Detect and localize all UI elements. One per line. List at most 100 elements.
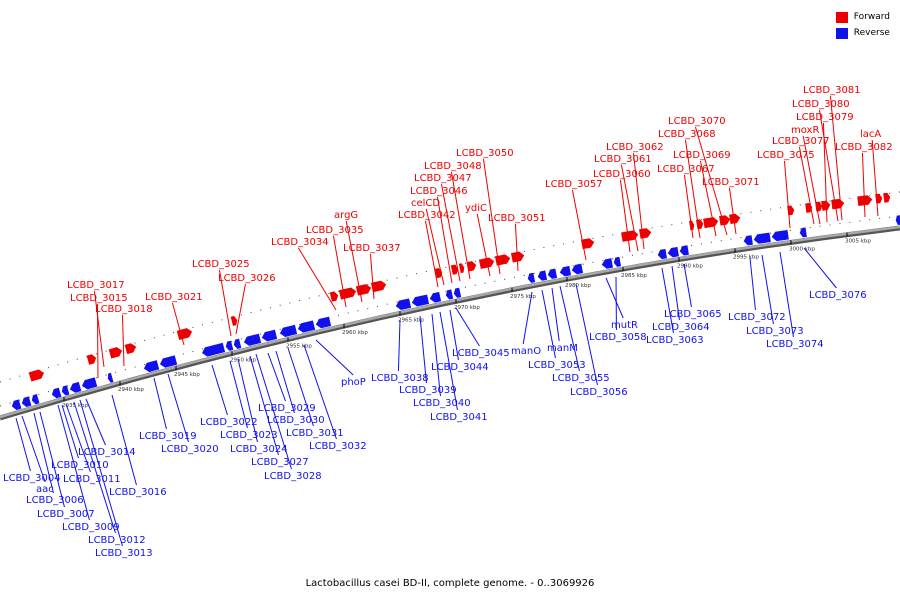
forward-gene-label[interactable]: LCBD_3034 (271, 237, 329, 248)
forward-gene-arrow[interactable] (478, 257, 495, 269)
reverse-gene-arrow[interactable] (537, 270, 548, 281)
reverse-gene-arrow[interactable] (61, 385, 70, 396)
forward-gene-label[interactable]: LCBD_3017 (67, 280, 125, 291)
forward-gene-label[interactable]: moxR (791, 125, 819, 136)
forward-gene-label[interactable]: LCBD_3079 (796, 112, 854, 123)
forward-gene-label[interactable]: LCBD_3035 (306, 225, 364, 236)
forward-gene-label[interactable]: LCBD_3057 (545, 179, 603, 190)
reverse-gene-arrow[interactable] (771, 229, 789, 242)
forward-gene-arrow[interactable] (494, 254, 511, 266)
reverse-gene-label[interactable]: LCBD_3076 (809, 290, 867, 301)
forward-gene-label[interactable]: LCBD_3037 (343, 243, 401, 254)
reverse-gene-arrow[interactable] (51, 387, 62, 399)
forward-gene-label[interactable]: LCBD_3081 (803, 85, 861, 96)
reverse-gene-arrow[interactable] (11, 399, 22, 411)
reverse-gene-arrow[interactable] (107, 372, 114, 383)
reverse-gene-arrow[interactable] (753, 232, 771, 244)
forward-gene-label[interactable]: LCBD_3077 (772, 136, 830, 147)
reverse-gene-label[interactable]: LCBD_3011 (63, 474, 121, 485)
reverse-gene-arrow[interactable] (31, 394, 40, 405)
forward-gene-label[interactable]: LCBD_3050 (456, 148, 514, 159)
forward-gene-arrow[interactable] (831, 198, 845, 210)
reverse-gene-label[interactable]: LCBD_3022 (200, 417, 258, 428)
reverse-gene-arrow[interactable] (233, 338, 242, 349)
forward-gene-arrow[interactable] (329, 291, 339, 302)
reverse-gene-label[interactable]: LCBD_3012 (88, 535, 146, 546)
reverse-gene-arrow[interactable] (279, 324, 298, 338)
reverse-gene-label[interactable]: LCBD_3064 (652, 322, 710, 333)
forward-gene-arrow[interactable] (510, 251, 525, 263)
reverse-gene-label[interactable]: LCBD_3040 (413, 398, 471, 409)
forward-gene-arrow[interactable] (230, 315, 238, 326)
reverse-gene-arrow[interactable] (657, 248, 667, 260)
forward-gene-arrow[interactable] (124, 342, 137, 355)
forward-gene-label[interactable]: LCBD_3047 (414, 173, 472, 184)
reverse-gene-label[interactable]: LCBD_3074 (766, 339, 824, 350)
reverse-gene-label[interactable]: LCBD_3029 (258, 403, 316, 414)
forward-gene-label[interactable]: LCBD_3060 (593, 169, 651, 180)
reverse-gene-arrow[interactable] (559, 265, 572, 277)
reverse-gene-arrow[interactable] (81, 377, 98, 390)
forward-gene-label[interactable]: LCBD_3015 (70, 293, 128, 304)
forward-gene-label[interactable]: LCBD_3071 (702, 177, 760, 188)
reverse-gene-label[interactable]: LCBD_3041 (430, 412, 488, 423)
reverse-gene-arrow[interactable] (225, 340, 234, 351)
reverse-gene-label[interactable]: LCBD_3031 (286, 428, 344, 439)
forward-gene-label[interactable]: LCBD_3070 (668, 116, 726, 127)
reverse-gene-arrow[interactable] (799, 227, 807, 238)
forward-gene-arrow[interactable] (621, 230, 639, 242)
reverse-gene-label[interactable]: LCBD_3072 (728, 312, 786, 323)
forward-gene-arrow[interactable] (450, 264, 459, 275)
forward-gene-arrow[interactable] (729, 213, 741, 225)
forward-gene-label[interactable]: LCBD_3082 (835, 142, 893, 153)
reverse-gene-label[interactable]: LCBD_3063 (646, 335, 704, 346)
reverse-gene-label[interactable]: manO (511, 346, 541, 357)
forward-gene-label[interactable]: LCBD_3018 (95, 304, 153, 315)
forward-gene-label[interactable]: argG (334, 210, 358, 221)
forward-gene-arrow[interactable] (703, 217, 719, 229)
reverse-gene-label[interactable]: LCBD_3009 (62, 522, 120, 533)
forward-gene-label[interactable]: LCBD_3042 (398, 210, 456, 221)
reverse-gene-arrow[interactable] (613, 256, 622, 267)
reverse-gene-arrow[interactable] (445, 289, 454, 300)
reverse-gene-arrow[interactable] (453, 287, 462, 298)
reverse-gene-label[interactable]: phoP (341, 377, 366, 388)
reverse-gene-arrow[interactable] (297, 320, 316, 333)
reverse-gene-label[interactable]: LCBD_3030 (267, 415, 325, 426)
reverse-gene-arrow[interactable] (143, 360, 160, 373)
reverse-gene-arrow[interactable] (547, 268, 558, 279)
forward-gene-label[interactable]: LCBD_3051 (488, 213, 546, 224)
forward-gene-label[interactable]: LCBD_3062 (606, 142, 664, 153)
reverse-gene-label[interactable]: LCBD_3019 (139, 431, 197, 442)
reverse-gene-arrow[interactable] (411, 294, 430, 307)
reverse-gene-arrow[interactable] (69, 381, 82, 393)
reverse-gene-label[interactable]: LCBD_3004 (3, 473, 61, 484)
reverse-gene-label[interactable]: LCBD_3007 (37, 509, 95, 520)
reverse-gene-label[interactable]: LCBD_3053 (528, 360, 586, 371)
forward-gene-label[interactable]: celCD (411, 198, 440, 209)
reverse-gene-label[interactable]: LCBD_3065 (664, 309, 722, 320)
reverse-gene-arrow[interactable] (243, 333, 262, 347)
reverse-gene-label[interactable]: mutR (611, 320, 638, 331)
forward-gene-arrow[interactable] (857, 195, 873, 206)
forward-gene-label[interactable]: LCBD_3080 (792, 99, 850, 110)
reverse-gene-arrow[interactable] (667, 246, 679, 258)
reverse-gene-label[interactable]: LCBD_3028 (264, 471, 322, 482)
forward-gene-arrow[interactable] (28, 369, 45, 382)
forward-gene-label[interactable]: LCBD_3025 (192, 259, 250, 270)
forward-gene-arrow[interactable] (458, 263, 465, 274)
forward-gene-label[interactable]: LCBD_3069 (673, 150, 731, 161)
forward-gene-label[interactable]: ydiC (465, 203, 487, 214)
reverse-gene-label[interactable]: LCBD_3058 (589, 332, 647, 343)
forward-gene-label[interactable]: LCBD_3067 (657, 164, 715, 175)
reverse-gene-arrow[interactable] (679, 245, 689, 256)
reverse-gene-label[interactable]: LCBD_3073 (746, 326, 804, 337)
reverse-gene-label[interactable]: LCBD_3055 (552, 373, 610, 384)
reverse-gene-arrow[interactable] (895, 215, 900, 226)
forward-gene-arrow[interactable] (338, 287, 357, 300)
forward-gene-arrow[interactable] (86, 354, 97, 365)
reverse-gene-label[interactable]: LCBD_3013 (95, 548, 153, 559)
forward-gene-label[interactable]: LCBD_3061 (594, 154, 652, 165)
reverse-gene-label[interactable]: manM (547, 343, 578, 354)
forward-gene-label[interactable]: LCBD_3048 (424, 161, 482, 172)
